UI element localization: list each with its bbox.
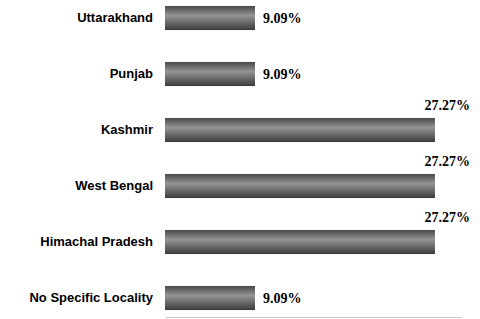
y-tick-label: Himachal Pradesh [40, 234, 153, 249]
bar [165, 230, 435, 254]
bar [165, 6, 255, 30]
data-label: 9.09% [263, 11, 302, 26]
y-tick: Kashmir [101, 122, 165, 137]
y-tick-label: Uttarakhand [77, 10, 153, 25]
bar [165, 118, 435, 142]
y-tick-label: No Specific Locality [29, 290, 153, 305]
bars [165, 6, 435, 310]
bar [165, 62, 255, 86]
x-axis [166, 317, 463, 318]
y-tick: West Bengal [75, 178, 165, 193]
y-tick-label: Punjab [110, 66, 153, 81]
data-labels: 9.09% 9.09% 27.27% 27.27% 27.27% 9.09% [263, 11, 470, 306]
data-label: 9.09% [263, 67, 302, 82]
data-label: 27.27% [425, 210, 471, 225]
y-tick: Himachal Pradesh [40, 234, 165, 249]
y-tick: Punjab [110, 66, 165, 81]
bar [165, 286, 255, 310]
y-tick-label: West Bengal [75, 178, 153, 193]
bar [165, 174, 435, 198]
chart: Uttarakhand Punjab Kashmir West Bengal Himac… [0, 0, 480, 319]
x-axis-line [166, 317, 463, 318]
y-tick: Uttarakhand [77, 10, 165, 25]
data-label: 27.27% [425, 154, 471, 169]
y-tick: No Specific Locality [29, 290, 165, 305]
data-label: 27.27% [425, 98, 471, 113]
y-tick-label: Kashmir [101, 122, 153, 137]
y-axis: Uttarakhand Punjab Kashmir West Bengal Himac… [29, 10, 165, 305]
data-label: 9.09% [263, 291, 302, 306]
